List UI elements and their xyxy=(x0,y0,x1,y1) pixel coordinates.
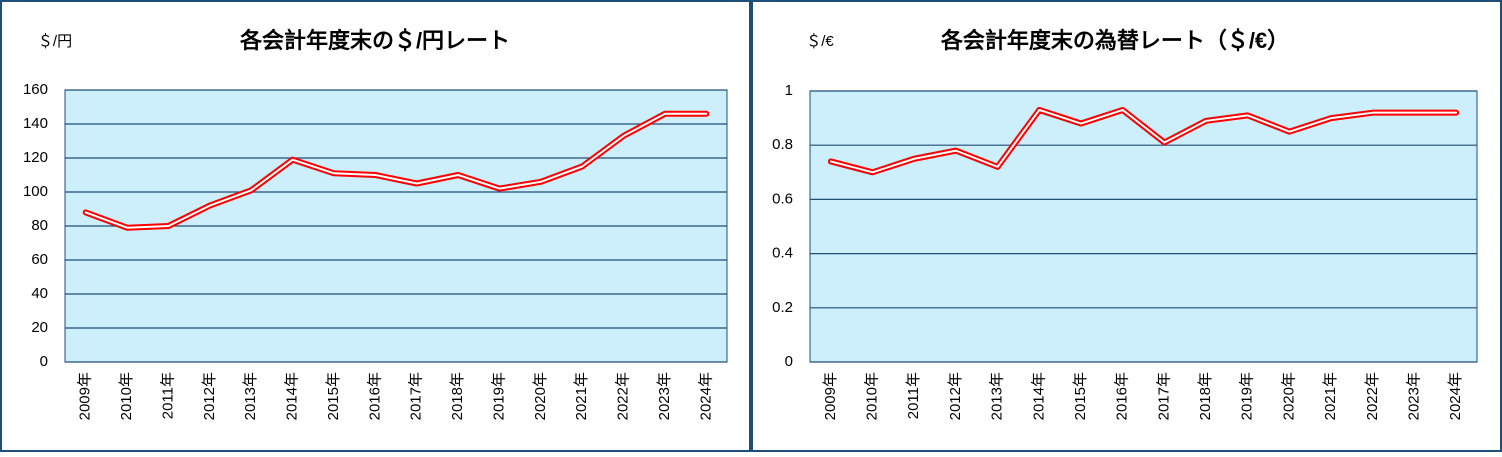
x-tick-label: 2010年 xyxy=(864,372,881,420)
y-tick-label: 120 xyxy=(23,149,48,166)
x-tick-label: 2021年 xyxy=(573,372,590,420)
x-tick-label: 2021年 xyxy=(1322,372,1339,420)
x-tick-label: 2013年 xyxy=(989,372,1006,420)
y-tick-label: 0.8 xyxy=(772,136,793,153)
x-tick-label: 2011年 xyxy=(905,372,922,419)
x-tick-label: 2011年 xyxy=(159,372,176,419)
x-tick-label: 2014年 xyxy=(1030,372,1047,420)
x-tick-label: 2019年 xyxy=(490,372,507,420)
y-tick-label: 20 xyxy=(31,319,48,336)
x-tick-label: 2010年 xyxy=(118,372,135,420)
y-tick-label: 0.2 xyxy=(772,299,793,316)
x-tick-label: 2017年 xyxy=(408,372,425,420)
y-tick-label: 160 xyxy=(23,81,48,98)
y-unit-label: ＄/円 xyxy=(38,33,72,50)
chart-title: 各会計年度末の＄/円レート xyxy=(239,28,510,53)
x-tick-label: 2009年 xyxy=(822,372,839,420)
x-tick-label: 2022年 xyxy=(615,372,632,420)
x-tick-label: 2009年 xyxy=(77,372,94,420)
x-tick-label: 2020年 xyxy=(532,372,549,420)
y-unit-label: ＄/€ xyxy=(806,33,834,50)
data-line-inner xyxy=(84,112,708,229)
x-tick-label: 2015年 xyxy=(1072,372,1089,420)
y-tick-label: 100 xyxy=(23,183,48,200)
x-tick-label: 2023年 xyxy=(1405,372,1422,420)
x-tick-label: 2024年 xyxy=(697,372,714,420)
chart-title: 各会計年度末の為替レート（＄/€） xyxy=(940,28,1289,53)
x-tick-label: 2024年 xyxy=(1447,372,1464,420)
x-tick-label: 2022年 xyxy=(1364,372,1381,420)
y-tick-label: 140 xyxy=(23,115,48,132)
x-tick-label: 2016年 xyxy=(366,372,383,420)
x-tick-label: 2023年 xyxy=(656,372,673,420)
x-tick-label: 2019年 xyxy=(1239,372,1256,420)
y-tick-label: 0 xyxy=(40,353,48,370)
plot-area xyxy=(809,90,1478,363)
x-tick-label: 2016年 xyxy=(1114,372,1131,420)
x-tick-label: 2018年 xyxy=(449,372,466,420)
y-tick-label: 1 xyxy=(785,82,793,99)
x-tick-label: 2015年 xyxy=(325,372,342,420)
data-line-inner xyxy=(829,108,1458,174)
y-tick-label: 40 xyxy=(31,285,48,302)
y-tick-label: 0 xyxy=(785,353,793,370)
x-tick-label: 2020年 xyxy=(1280,372,1297,420)
y-tick-label: 0.4 xyxy=(772,245,793,262)
x-tick-label: 2017年 xyxy=(1155,372,1172,420)
x-tick-label: 2013年 xyxy=(242,372,259,420)
x-tick-label: 2012年 xyxy=(947,372,964,420)
x-tick-label: 2012年 xyxy=(201,372,218,420)
x-tick-label: 2018年 xyxy=(1197,372,1214,420)
x-tick-label: 2014年 xyxy=(284,372,301,420)
y-tick-label: 80 xyxy=(31,217,48,234)
y-tick-label: 0.6 xyxy=(772,190,793,207)
y-tick-label: 60 xyxy=(31,251,48,268)
